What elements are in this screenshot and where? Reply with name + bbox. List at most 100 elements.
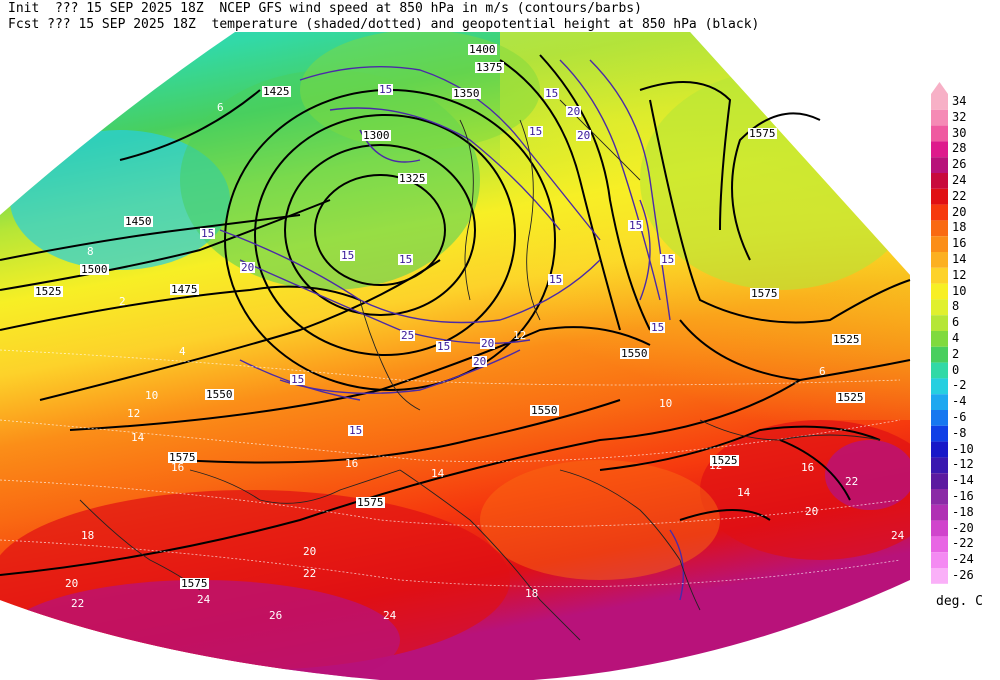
colorbar-swatch [931, 236, 948, 252]
height-contour-label: 1475 [170, 283, 199, 296]
temperature-label: 18 [81, 529, 95, 542]
wind-contour-label: 20 [566, 105, 582, 118]
colorbar-swatch [931, 204, 948, 221]
colorbar-swatch [931, 141, 948, 158]
colorbar-top-arrow [931, 82, 948, 94]
wind-contour-label: 15 [436, 340, 452, 353]
colorbar-label: -20 [952, 520, 974, 535]
colorbar-swatch [931, 394, 948, 410]
height-contour-label: 1575 [180, 577, 209, 590]
wind-contour-label: 15 [398, 253, 414, 266]
temperature-label: 14 [737, 486, 751, 499]
colorbar-label: -26 [952, 568, 974, 582]
colorbar-label: -6 [952, 410, 967, 424]
colorbar-label: -2 [952, 378, 967, 393]
colorbar-swatch [931, 283, 948, 300]
colorbar-label: -4 [952, 394, 967, 409]
colorbar-label: 30 [952, 125, 967, 140]
height-contour-label: 1575 [356, 496, 385, 509]
coastlines [79, 99, 881, 641]
height-contour-label: 1450 [124, 215, 153, 228]
colorbar-swatch [931, 173, 948, 189]
temperature-label: 10 [145, 389, 159, 402]
colorbar-swatch [931, 331, 948, 347]
colorbar-label: 0 [952, 362, 960, 377]
temperature-label: 22 [303, 567, 317, 580]
colorbar-swatch [931, 220, 948, 237]
colorbar-swatch [931, 457, 948, 474]
wind-contour-label: 15 [628, 219, 644, 232]
colorbar-swatch [931, 425, 948, 442]
wind-contour-label: 20 [472, 355, 488, 368]
height-contour-label: 1575 [748, 127, 777, 140]
height-contour-label: 1325 [398, 172, 427, 185]
height-contour-label: 1350 [452, 87, 481, 100]
colorbar-swatch [931, 552, 948, 568]
temperature-field [0, 32, 910, 680]
header-line-init: Init ??? 15 SEP 2025 18Z NCEP GFS wind s… [8, 1, 642, 16]
colorbar-swatch [931, 378, 948, 395]
colorbar [931, 82, 948, 584]
wind-contour-label: 20 [576, 129, 592, 142]
colorbar-swatch [931, 346, 948, 363]
temperature-label: 22 [71, 597, 85, 610]
colorbar-label: 16 [952, 236, 967, 251]
height-contour-label: 1300 [362, 129, 391, 142]
height-contour-label: 1550 [530, 404, 559, 417]
height-contour-label: 1500 [80, 263, 109, 276]
colorbar-label: 8 [952, 299, 960, 314]
temperature-label: 6 [819, 365, 826, 378]
colorbar-swatch [931, 441, 948, 458]
temperature-label: 24 [891, 529, 905, 542]
temperature-label: 2 [119, 295, 126, 308]
temperature-label: 12 [127, 407, 141, 420]
colorbar-swatch [931, 489, 948, 505]
geopotential-height-contours [0, 54, 911, 576]
colorbar-label: 2 [952, 346, 960, 361]
colorbar-label: -16 [952, 489, 974, 503]
colorbar-label: -8 [952, 425, 967, 440]
wind-contour-label: 25 [400, 329, 416, 342]
wind-contour-label: 15 [348, 424, 364, 437]
temperature-label: 20 [303, 545, 317, 558]
colorbar-swatch [931, 299, 948, 316]
height-contour-label: 1400 [468, 43, 497, 56]
wind-contour-label: 20 [480, 337, 496, 350]
colorbar-swatch [931, 410, 948, 426]
colorbar-label: 18 [952, 220, 967, 235]
wind-contour-label: 15 [544, 87, 560, 100]
temperature-label: 18 [525, 587, 539, 600]
colorbar-label: -24 [952, 552, 974, 567]
height-contour-label: 1550 [205, 388, 234, 401]
temperature-label: 22 [845, 475, 859, 488]
temperature-label: 24 [197, 593, 211, 606]
colorbar-label: 22 [952, 188, 967, 203]
colorbar-label: 26 [952, 157, 967, 172]
colorbar-swatch [931, 315, 948, 331]
colorbar-swatch [931, 568, 948, 584]
colorbar-label: -18 [952, 504, 974, 519]
colorbar-label: 28 [952, 141, 967, 156]
height-contour-label: 1375 [475, 61, 504, 74]
colorbar-label: 34 [952, 94, 967, 108]
wind-contour-label: 15 [200, 227, 216, 240]
temperature-label: 20 [65, 577, 79, 590]
temperature-label: 16 [801, 461, 815, 474]
temperature-label: 4 [179, 345, 186, 358]
colorbar-label: 14 [952, 252, 967, 266]
temperature-label: 12 [709, 459, 723, 472]
temperature-label: 24 [383, 609, 397, 622]
colorbar-label: 4 [952, 331, 960, 345]
colorbar-label: 12 [952, 267, 967, 282]
colorbar-label: -14 [952, 473, 974, 488]
wind-contour-label: 15 [548, 273, 564, 286]
wind-contour-label: 15 [650, 321, 666, 334]
temperature-label: 26 [269, 609, 283, 622]
height-contour-label: 1575 [168, 451, 197, 464]
temperature-label: 16 [171, 461, 185, 474]
colorbar-swatch [931, 267, 948, 284]
wind-contour-label: 15 [528, 125, 544, 138]
colorbar-label: 32 [952, 109, 967, 124]
colorbar-swatch [931, 504, 948, 521]
